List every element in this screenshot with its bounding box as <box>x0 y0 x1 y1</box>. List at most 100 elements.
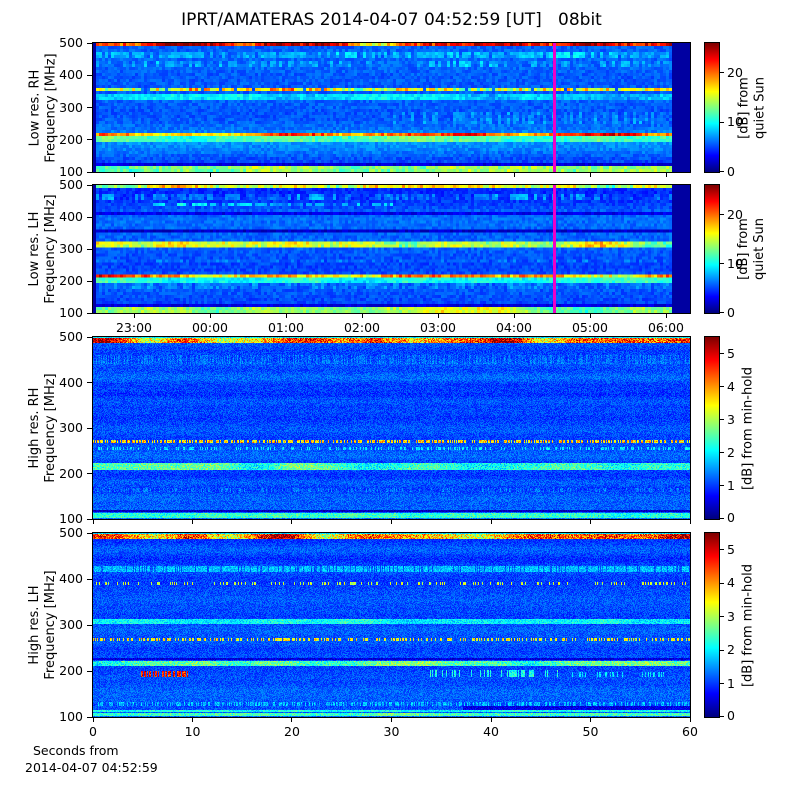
cb-tick-mark <box>719 171 724 173</box>
cb-tick-label: 0 <box>727 708 735 724</box>
cb-tick-label: 10 <box>727 114 743 130</box>
colorbar-label-min-hold-1: [dB] from min-hold <box>740 366 756 490</box>
y-tick-mark <box>87 42 93 44</box>
cb-tick-label: 4 <box>727 575 735 591</box>
x-tick-mark <box>92 717 94 722</box>
colorbar-label-min-hold-2: [dB] from min-hold <box>740 563 756 687</box>
panel-high-res-rh <box>92 336 691 520</box>
x-tick-label: 60 <box>682 724 698 739</box>
x-tick-mark <box>689 717 691 722</box>
colorbar-high-res-rh <box>704 336 720 520</box>
cb-tick-mark <box>719 72 724 74</box>
footer-start-timestamp: 2014-04-07 04:52:59 <box>25 760 158 775</box>
spectrogram-high-res-lh-heatmap <box>93 533 690 717</box>
x-tick-label: 20 <box>284 724 300 739</box>
cb-tick-label: 2 <box>727 444 735 460</box>
x-tick-mark <box>291 519 293 524</box>
cb-tick-label: 5 <box>727 541 735 557</box>
x-tick-mark <box>589 519 591 524</box>
y-tick-mark <box>87 716 93 718</box>
x-tick-mark <box>490 717 492 722</box>
colorbar-high-res-rh-gradient <box>705 337 719 519</box>
time-marker-line <box>553 43 556 172</box>
time-marker-line <box>553 185 556 313</box>
x-tick-mark <box>391 519 392 524</box>
cb-tick-mark <box>719 386 724 388</box>
cb-tick-mark <box>719 121 724 123</box>
cb-tick-mark <box>719 517 724 519</box>
spectrogram-high-res-rh-heatmap <box>93 337 690 519</box>
cb-tick-mark <box>719 312 724 314</box>
y-tick-label: 300 <box>59 420 83 435</box>
x-tick-mark <box>285 313 287 318</box>
colorbar-label-quiet-sun-2: [dB] from quiet Sun <box>736 217 768 281</box>
x-tick-mark <box>513 313 515 318</box>
cb-tick-label: 1 <box>727 675 735 691</box>
x-tick-label: 40 <box>483 724 499 739</box>
y-tick-label: 300 <box>59 99 83 115</box>
y-tick-mark <box>87 312 93 314</box>
colorbar-low-res-lh <box>704 184 720 314</box>
x-tick-mark <box>209 313 211 318</box>
x-tick-label: 05:00 <box>571 320 609 335</box>
cb-tick-mark <box>719 649 724 651</box>
y-tick-mark <box>87 427 93 429</box>
x-tick-label: 02:00 <box>343 320 381 335</box>
x-tick-label: 23:00 <box>115 320 153 335</box>
y-tick-mark <box>87 578 93 580</box>
footer-seconds-from: Seconds from <box>33 743 119 758</box>
x-tick-mark <box>361 172 363 177</box>
x-tick-mark <box>92 519 94 524</box>
y-tick-label: 400 <box>59 67 83 83</box>
panel-low-res-lh <box>92 184 691 314</box>
cb-tick-label: 5 <box>727 345 735 361</box>
y-tick-label: 300 <box>59 617 83 632</box>
x-tick-label: 00:00 <box>191 320 229 335</box>
cb-tick-label: 0 <box>727 163 735 179</box>
cb-tick-label: 3 <box>727 411 735 427</box>
y-tick-label: 200 <box>59 465 83 481</box>
cb-tick-label: 3 <box>727 608 735 624</box>
y-tick-label: 100 <box>59 305 83 320</box>
x-tick-mark <box>665 313 667 318</box>
cb-tick-mark <box>719 452 724 454</box>
x-tick-mark <box>513 172 515 177</box>
x-tick-mark <box>689 519 691 524</box>
cb-tick-mark <box>719 214 724 216</box>
cb-tick-mark <box>719 263 724 265</box>
cb-tick-mark <box>719 616 724 618</box>
cb-tick-label: 4 <box>727 378 735 394</box>
figure-title: IPRT/AMATERAS 2014-04-07 04:52:59 [UT] 0… <box>181 10 602 30</box>
y-tick-label: 400 <box>59 374 83 390</box>
y-tick-mark <box>87 184 93 186</box>
y-tick-mark <box>87 171 93 173</box>
y-tick-mark <box>87 216 93 218</box>
y-tick-mark <box>87 107 93 108</box>
x-tick-mark <box>589 313 591 318</box>
x-tick-mark <box>589 717 591 722</box>
cb-tick-label: 0 <box>727 510 735 526</box>
cb-tick-mark <box>719 582 724 584</box>
colorbar-low-res-rh <box>704 42 720 173</box>
cb-tick-label: 10 <box>727 255 743 271</box>
spectrogram-low-res-lh-heatmap <box>93 185 690 313</box>
y-tick-mark <box>87 139 93 141</box>
y-tick-label: 400 <box>59 571 83 586</box>
x-tick-mark <box>490 519 492 524</box>
spectrogram-low-res-rh-heatmap <box>93 43 690 172</box>
y-tick-label: 500 <box>59 329 83 344</box>
cb-tick-label: 20 <box>727 206 743 222</box>
y-tick-label: 500 <box>59 35 83 50</box>
x-tick-label: 10 <box>184 724 201 739</box>
cb-tick-label: 20 <box>727 64 743 80</box>
x-tick-label: 0 <box>89 724 97 739</box>
cb-tick-mark <box>719 419 724 421</box>
y-tick-label: 200 <box>59 131 83 147</box>
cb-tick-mark <box>719 549 724 551</box>
x-tick-mark <box>589 172 591 177</box>
y-tick-mark <box>87 280 93 282</box>
cb-tick-mark <box>719 715 724 717</box>
x-tick-mark <box>192 519 194 524</box>
x-tick-mark <box>192 717 194 722</box>
